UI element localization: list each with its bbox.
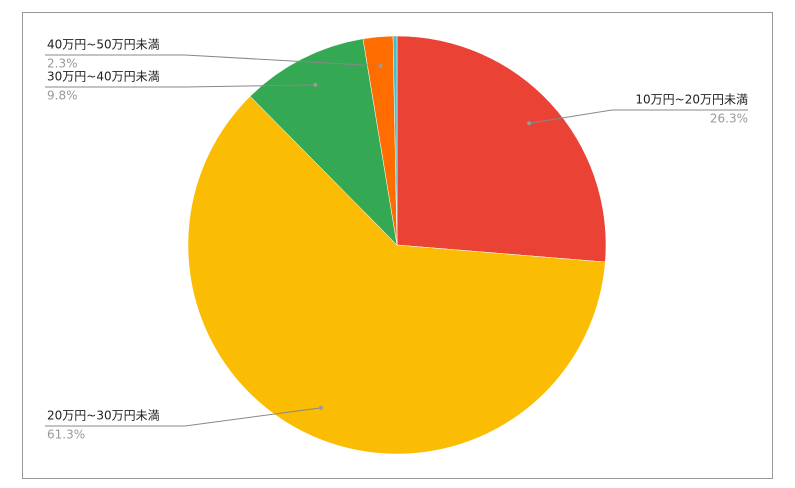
slice-value: 61.3%: [47, 428, 85, 442]
slice-label: 10万円~20万円未満: [635, 93, 748, 107]
leader-dot: [527, 121, 532, 126]
leader-dot: [378, 64, 383, 69]
leader-dot: [318, 405, 323, 410]
pie-slice: [396, 35, 607, 263]
slice-value: 2.3%: [47, 57, 78, 71]
leader-line: [45, 54, 381, 67]
pie-slice: [249, 38, 398, 246]
slice-value: 9.8%: [47, 89, 78, 103]
leader-line: [45, 84, 316, 88]
leader-dot: [313, 82, 318, 87]
slice-value: 26.3%: [710, 112, 748, 126]
leader-line: [45, 407, 322, 427]
leader-line: [529, 109, 748, 124]
pie-slice: [392, 35, 398, 246]
slice-label: 30万円~40万円未満: [47, 70, 160, 84]
slice-label: 40万円~50万円未満: [47, 38, 160, 52]
pie-slice: [187, 95, 606, 455]
slice-label: 20万円~30万円未満: [47, 409, 160, 423]
